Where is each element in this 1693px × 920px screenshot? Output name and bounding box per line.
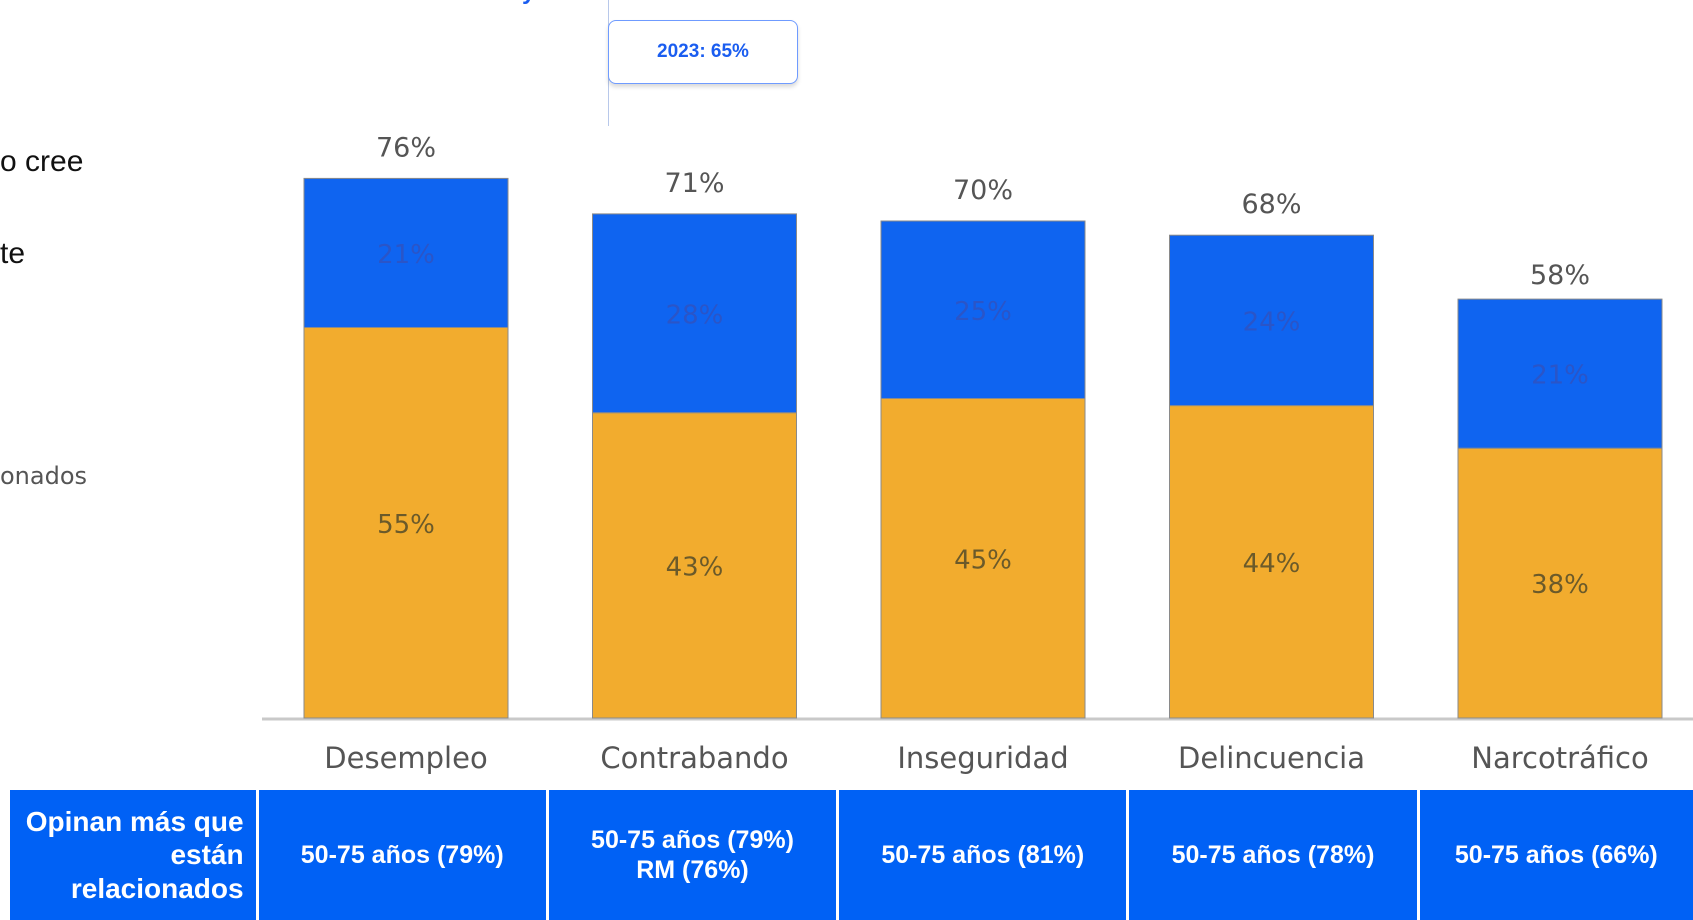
bar-segment-upper (303, 177, 509, 328)
segment-value-label: 21% (377, 240, 435, 270)
stacked-bar-chart: 55% 21% 76% Desempleo 43% 28% 71% Contrabando 45… (262, 132, 1693, 775)
segment-value-label: 28% (666, 300, 724, 330)
bar-segment-lower (1169, 405, 1374, 719)
segment-value-label: 55% (377, 510, 435, 540)
side-text-line-2: te (0, 237, 26, 270)
bar-segment-upper (1457, 298, 1663, 449)
top-fragment: y (522, 0, 535, 6)
table-cell-line: 50-75 años (78%) (1171, 841, 1375, 869)
segment-value-label: 21% (1531, 361, 1589, 391)
table-cell-line: 50-75 años (81%) (881, 841, 1085, 869)
table-cell-line: 50-75 años (79%) (591, 826, 794, 854)
tooltip: 2023: 65% (608, 20, 798, 84)
side-text-line-1: o cree (0, 145, 84, 178)
segment-value-label: 24% (1243, 307, 1301, 337)
total-value-label: 68% (1241, 189, 1301, 220)
category-label: Desempleo (324, 741, 487, 775)
table-cell-inseguridad: 50-75 años (81%) (839, 790, 1127, 920)
table-cell-line: 50-75 años (66%) (1454, 841, 1658, 869)
bar-segment-upper (1169, 234, 1374, 407)
category-label: Narcotráfico (1471, 741, 1648, 775)
bar-segment-lower (1457, 447, 1663, 719)
table-cell-contrabando: 50-75 años (79%) RM (76%) (548, 790, 837, 920)
total-value-label: 58% (1530, 260, 1590, 291)
segment-value-label: 43% (666, 552, 724, 582)
demographics-table: Opinan más que están relacionados 50-75 … (10, 790, 1693, 920)
category-label: Inseguridad (897, 741, 1068, 775)
total-value-label: 76% (376, 132, 436, 163)
table-cell-desempleo: 50-75 años (79%) (258, 790, 546, 920)
bar-segment-upper (592, 213, 797, 414)
table-cell-line: RM (76%) (636, 856, 749, 884)
total-value-label: 71% (664, 168, 724, 199)
segment-value-label: 44% (1243, 549, 1301, 579)
table-cell-line: 50-75 años (79%) (300, 841, 504, 869)
total-value-label: 70% (953, 175, 1013, 206)
segment-value-label: 25% (954, 297, 1012, 327)
category-label: Contrabando (600, 741, 788, 775)
bar-segment-lower (303, 327, 509, 719)
table-cell-delincuencia: 50-75 años (78%) (1129, 790, 1417, 920)
segment-value-label: 38% (1531, 570, 1589, 600)
bar-segment-upper (880, 220, 1086, 399)
bar-segment-lower (880, 398, 1086, 719)
category-label: Delincuencia (1178, 741, 1365, 775)
table-header-cell: Opinan más que están relacionados (10, 790, 256, 920)
legend-fragment: onados (0, 462, 88, 490)
segment-value-label: 45% (954, 545, 1012, 575)
table-cell-narcotrafico: 50-75 años (66%) (1419, 790, 1693, 920)
